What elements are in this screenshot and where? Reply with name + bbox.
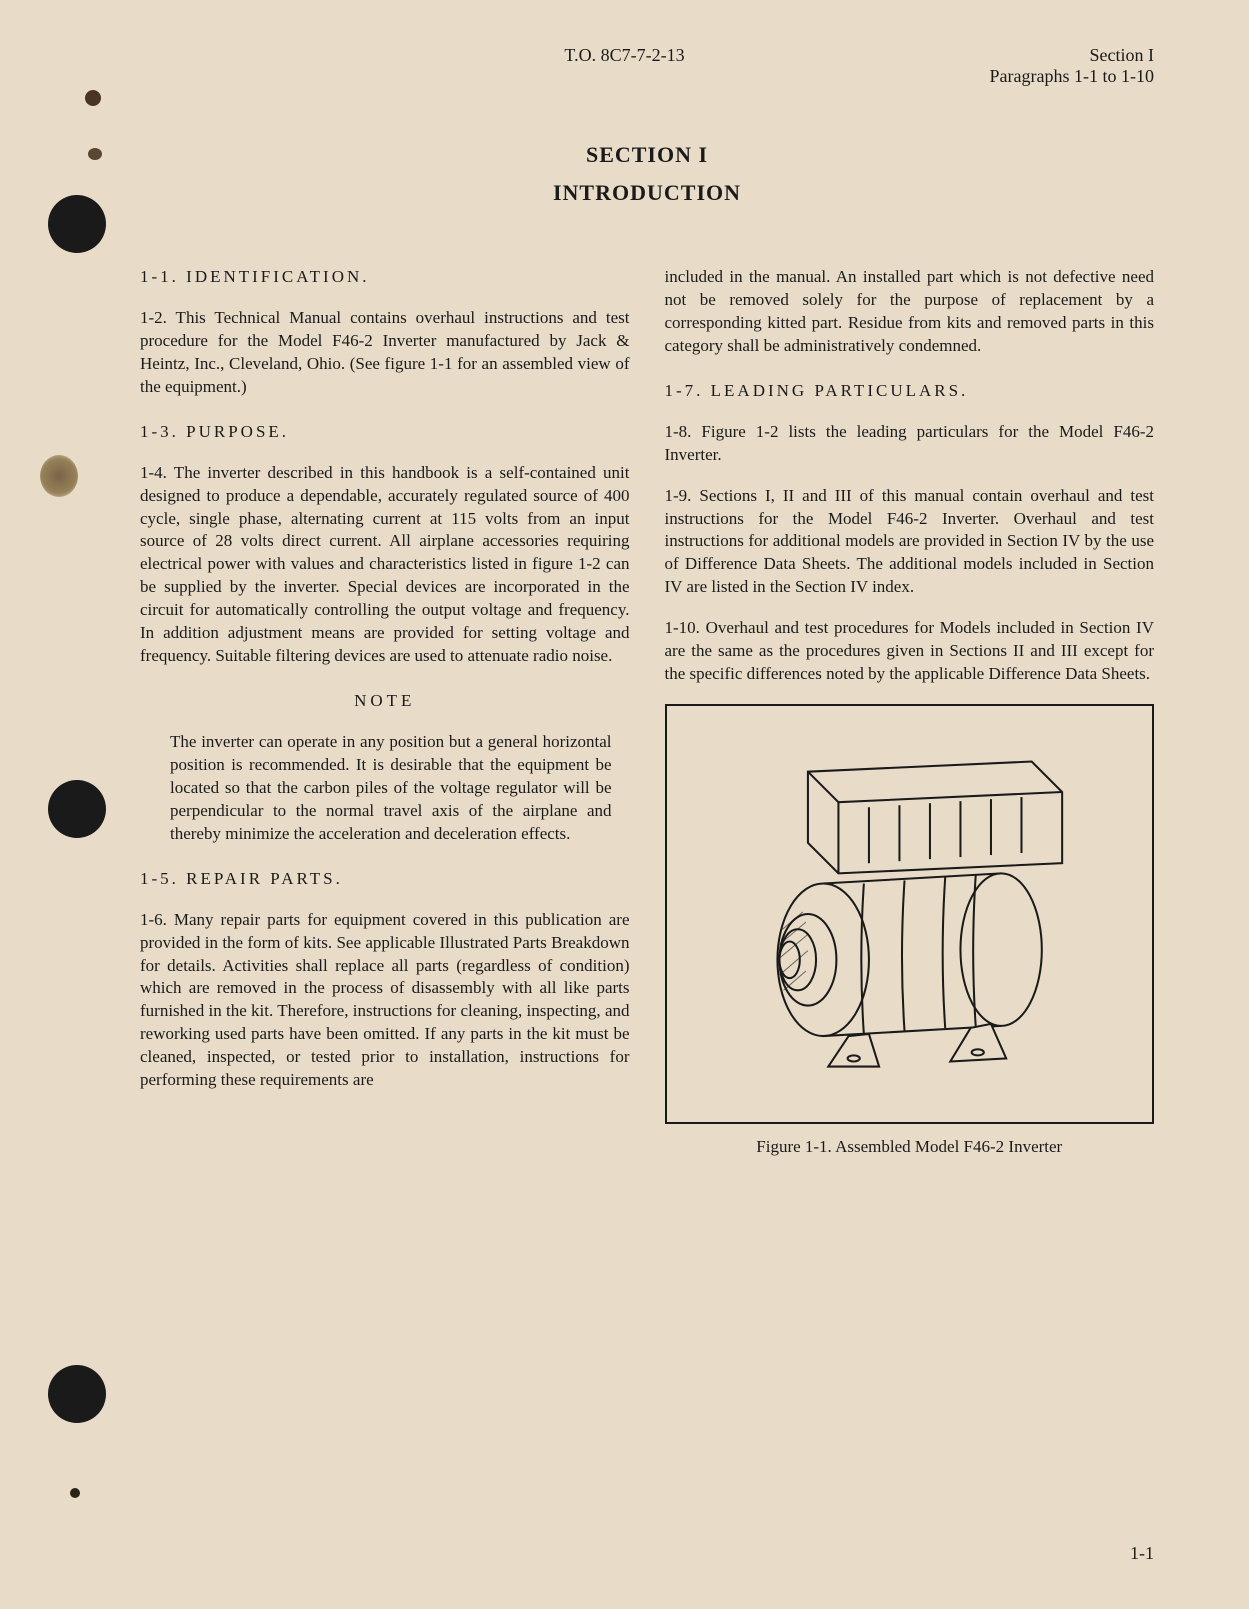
punch-hole [48, 1365, 106, 1423]
right-column: included in the manual. An installed par… [665, 266, 1155, 1159]
note-label: NOTE [140, 690, 630, 713]
stain-spot [85, 90, 101, 106]
heading-leading-particulars: 1-7. LEADING PARTICULARS. [665, 380, 1155, 403]
punch-hole [48, 780, 106, 838]
paragraph: 1-10. Overhaul and test procedures for M… [665, 617, 1155, 686]
section-number: SECTION I [140, 142, 1154, 168]
paragraph: 1-4. The inverter described in this hand… [140, 462, 630, 668]
header-right: Section I Paragraphs 1-1 to 1-10 [990, 45, 1154, 87]
section-name: INTRODUCTION [140, 180, 1154, 206]
figure-image [665, 704, 1155, 1124]
figure-container: Figure 1-1. Assembled Model F46-2 Invert… [665, 704, 1155, 1159]
figure-caption: Figure 1-1. Assembled Model F46-2 Invert… [665, 1136, 1155, 1159]
header-section: Section I [990, 45, 1154, 66]
heading-purpose: 1-3. PURPOSE. [140, 421, 630, 444]
page-header: T.O. 8C7-7-2-13 Section I Paragraphs 1-1… [140, 45, 1154, 87]
paragraph: 1-6. Many repair parts for equipment cov… [140, 909, 630, 1093]
header-document-number: T.O. 8C7-7-2-13 [564, 45, 684, 66]
paragraph: 1-8. Figure 1-2 lists the leading partic… [665, 421, 1155, 467]
stain-spot [40, 455, 78, 497]
left-column: 1-1. IDENTIFICATION. 1-2. This Technical… [140, 266, 630, 1159]
heading-identification: 1-1. IDENTIFICATION. [140, 266, 630, 289]
content-columns: 1-1. IDENTIFICATION. 1-2. This Technical… [140, 266, 1154, 1159]
note-text: The inverter can operate in any position… [170, 731, 612, 846]
heading-repair-parts: 1-5. REPAIR PARTS. [140, 868, 630, 891]
inverter-illustration [696, 731, 1123, 1097]
paragraph: 1-2. This Technical Manual contains over… [140, 307, 630, 399]
paragraph: included in the manual. An installed par… [665, 266, 1155, 358]
page-number: 1-1 [1130, 1543, 1154, 1564]
stain-spot [88, 148, 102, 160]
paragraph: 1-9. Sections I, II and III of this manu… [665, 485, 1155, 600]
stain-spot [70, 1488, 80, 1498]
punch-hole [48, 195, 106, 253]
header-paragraphs: Paragraphs 1-1 to 1-10 [990, 66, 1154, 87]
